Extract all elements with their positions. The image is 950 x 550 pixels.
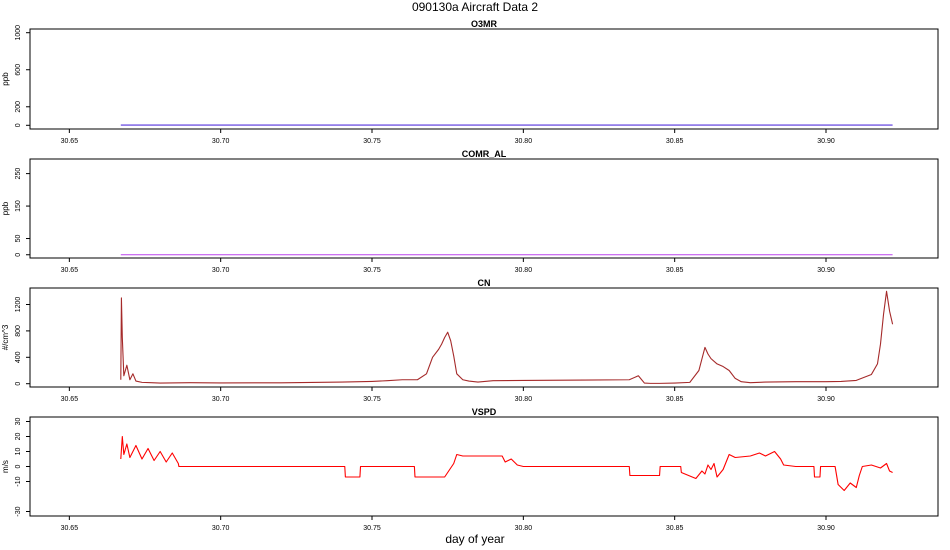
- y-tick-label: 1000: [15, 25, 22, 41]
- figure-title: 090130a Aircraft Data 2: [412, 0, 538, 14]
- y-tick-label: 1200: [15, 297, 22, 313]
- y-tick-label: -10: [15, 476, 22, 486]
- x-tick-label: 30.65: [61, 396, 79, 403]
- y-axis-label: ppb: [1, 201, 10, 215]
- y-tick-label: 50: [15, 235, 22, 243]
- x-tick-label: 30.70: [212, 267, 230, 274]
- y-tick-label: 0: [15, 464, 22, 468]
- y-tick-label: 150: [15, 200, 22, 212]
- panel-vspd: VSPD m/s -30 -10 0 10 20 30 30.65 30.70 30.75 30.80…: [1, 407, 939, 532]
- x-tick-label: 30.65: [61, 525, 79, 532]
- x-tick-label: 30.80: [515, 396, 533, 403]
- x-tick-label: 30.90: [817, 138, 835, 145]
- y-tick-label: 0: [15, 123, 22, 127]
- x-tick-label: 30.70: [212, 396, 230, 403]
- x-tick-label: 30.90: [817, 267, 835, 274]
- panel-o3mr: O3MR ppb 0 200 600 1000 30.65 30.70 30.75 30.80 30…: [1, 19, 939, 145]
- x-tick-label: 30.75: [363, 267, 381, 274]
- panel-title: COMR_AL: [462, 149, 507, 159]
- x-tick-label: 30.75: [363, 525, 381, 532]
- panel-cn: CN #/cm^3 0 400 800 1200 30.65 30.70 30.75 30.80 3…: [1, 278, 939, 403]
- y-tick-label: 250: [15, 168, 22, 180]
- x-tick-label: 30.85: [666, 138, 684, 145]
- x-tick-label: 30.85: [666, 396, 684, 403]
- plot-frame: [29, 158, 939, 259]
- y-tick-label: 200: [15, 101, 22, 113]
- panel-title: VSPD: [472, 407, 497, 417]
- x-tick-label: 30.75: [363, 138, 381, 145]
- panel-title: CN: [478, 278, 491, 288]
- plot-frame: [29, 287, 939, 388]
- x-tick-label: 30.80: [515, 267, 533, 274]
- x-tick-label: 30.65: [61, 267, 79, 274]
- series-line: [120, 290, 894, 384]
- x-tick-label: 30.85: [666, 267, 684, 274]
- x-tick-label: 30.90: [817, 525, 835, 532]
- x-tick-label: 30.90: [817, 396, 835, 403]
- panel-title: O3MR: [471, 19, 498, 29]
- series-line: [120, 435, 893, 492]
- y-tick-label: 800: [15, 325, 22, 337]
- x-tick-label: 30.80: [515, 138, 533, 145]
- y-tick-label: 400: [15, 351, 22, 363]
- x-tick-label: 30.70: [212, 525, 230, 532]
- y-tick-label: 0: [15, 253, 22, 257]
- x-axis-label: day of year: [445, 532, 504, 546]
- y-tick-label: 0: [15, 382, 22, 386]
- x-tick-label: 30.75: [363, 396, 381, 403]
- y-axis-label: m/s: [1, 460, 10, 473]
- plot-frame: [29, 28, 939, 130]
- x-tick-label: 30.65: [61, 138, 79, 145]
- y-tick-label: 30: [15, 418, 22, 426]
- y-axis-label: #/cm^3: [1, 324, 10, 350]
- x-tick-label: 30.80: [515, 525, 533, 532]
- x-tick-label: 30.85: [666, 525, 684, 532]
- y-axis-label: ppb: [1, 72, 10, 86]
- y-tick-label: 20: [15, 433, 22, 441]
- y-tick-label: 600: [15, 64, 22, 76]
- y-tick-label: -30: [15, 506, 22, 516]
- x-tick-label: 30.70: [212, 138, 230, 145]
- y-tick-label: 10: [15, 448, 22, 456]
